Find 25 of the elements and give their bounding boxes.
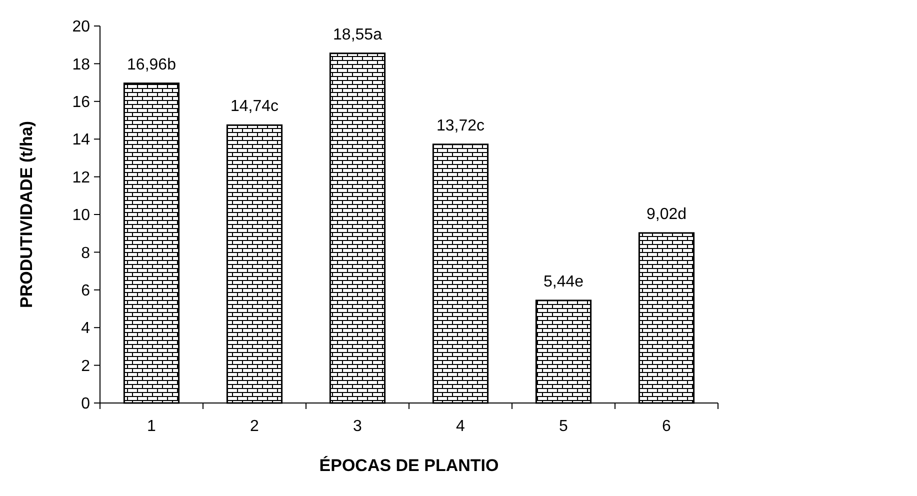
x-tick-label: 3 [353, 418, 362, 435]
x-tick-label: 2 [250, 418, 260, 435]
y-tick-label: 4 [81, 320, 90, 338]
y-tick-label: 12 [72, 169, 90, 186]
y-tick-label: 8 [81, 244, 90, 262]
data-label: 13,72c [436, 117, 485, 134]
y-tick-label: 10 [72, 207, 90, 224]
data-label: 14,74c [230, 98, 279, 116]
y-tick-label: 14 [72, 132, 90, 149]
y-axis-title: PRODUTIVIDADE (t/ha) [17, 121, 36, 308]
x-tick-label: 5 [559, 418, 568, 435]
x-tick-label: 1 [147, 418, 156, 435]
y-tick-label: 6 [81, 282, 90, 300]
data-label: 18,55a [333, 26, 382, 44]
x-tick-label: 6 [662, 418, 672, 435]
data-label: 5,44e [543, 273, 584, 290]
y-tick-label: 16 [72, 94, 90, 111]
y-tick-label: 20 [72, 18, 90, 36]
y-tick-label: 0 [81, 396, 90, 413]
y-tick-label: 2 [81, 358, 90, 375]
x-tick-label: 4 [456, 418, 466, 435]
y-tick-label: 18 [72, 56, 90, 74]
x-axis-title: ÉPOCAS DE PLANTIO [319, 455, 499, 475]
data-label: 9,02d [646, 206, 687, 223]
data-label: 16,96b [127, 56, 176, 74]
